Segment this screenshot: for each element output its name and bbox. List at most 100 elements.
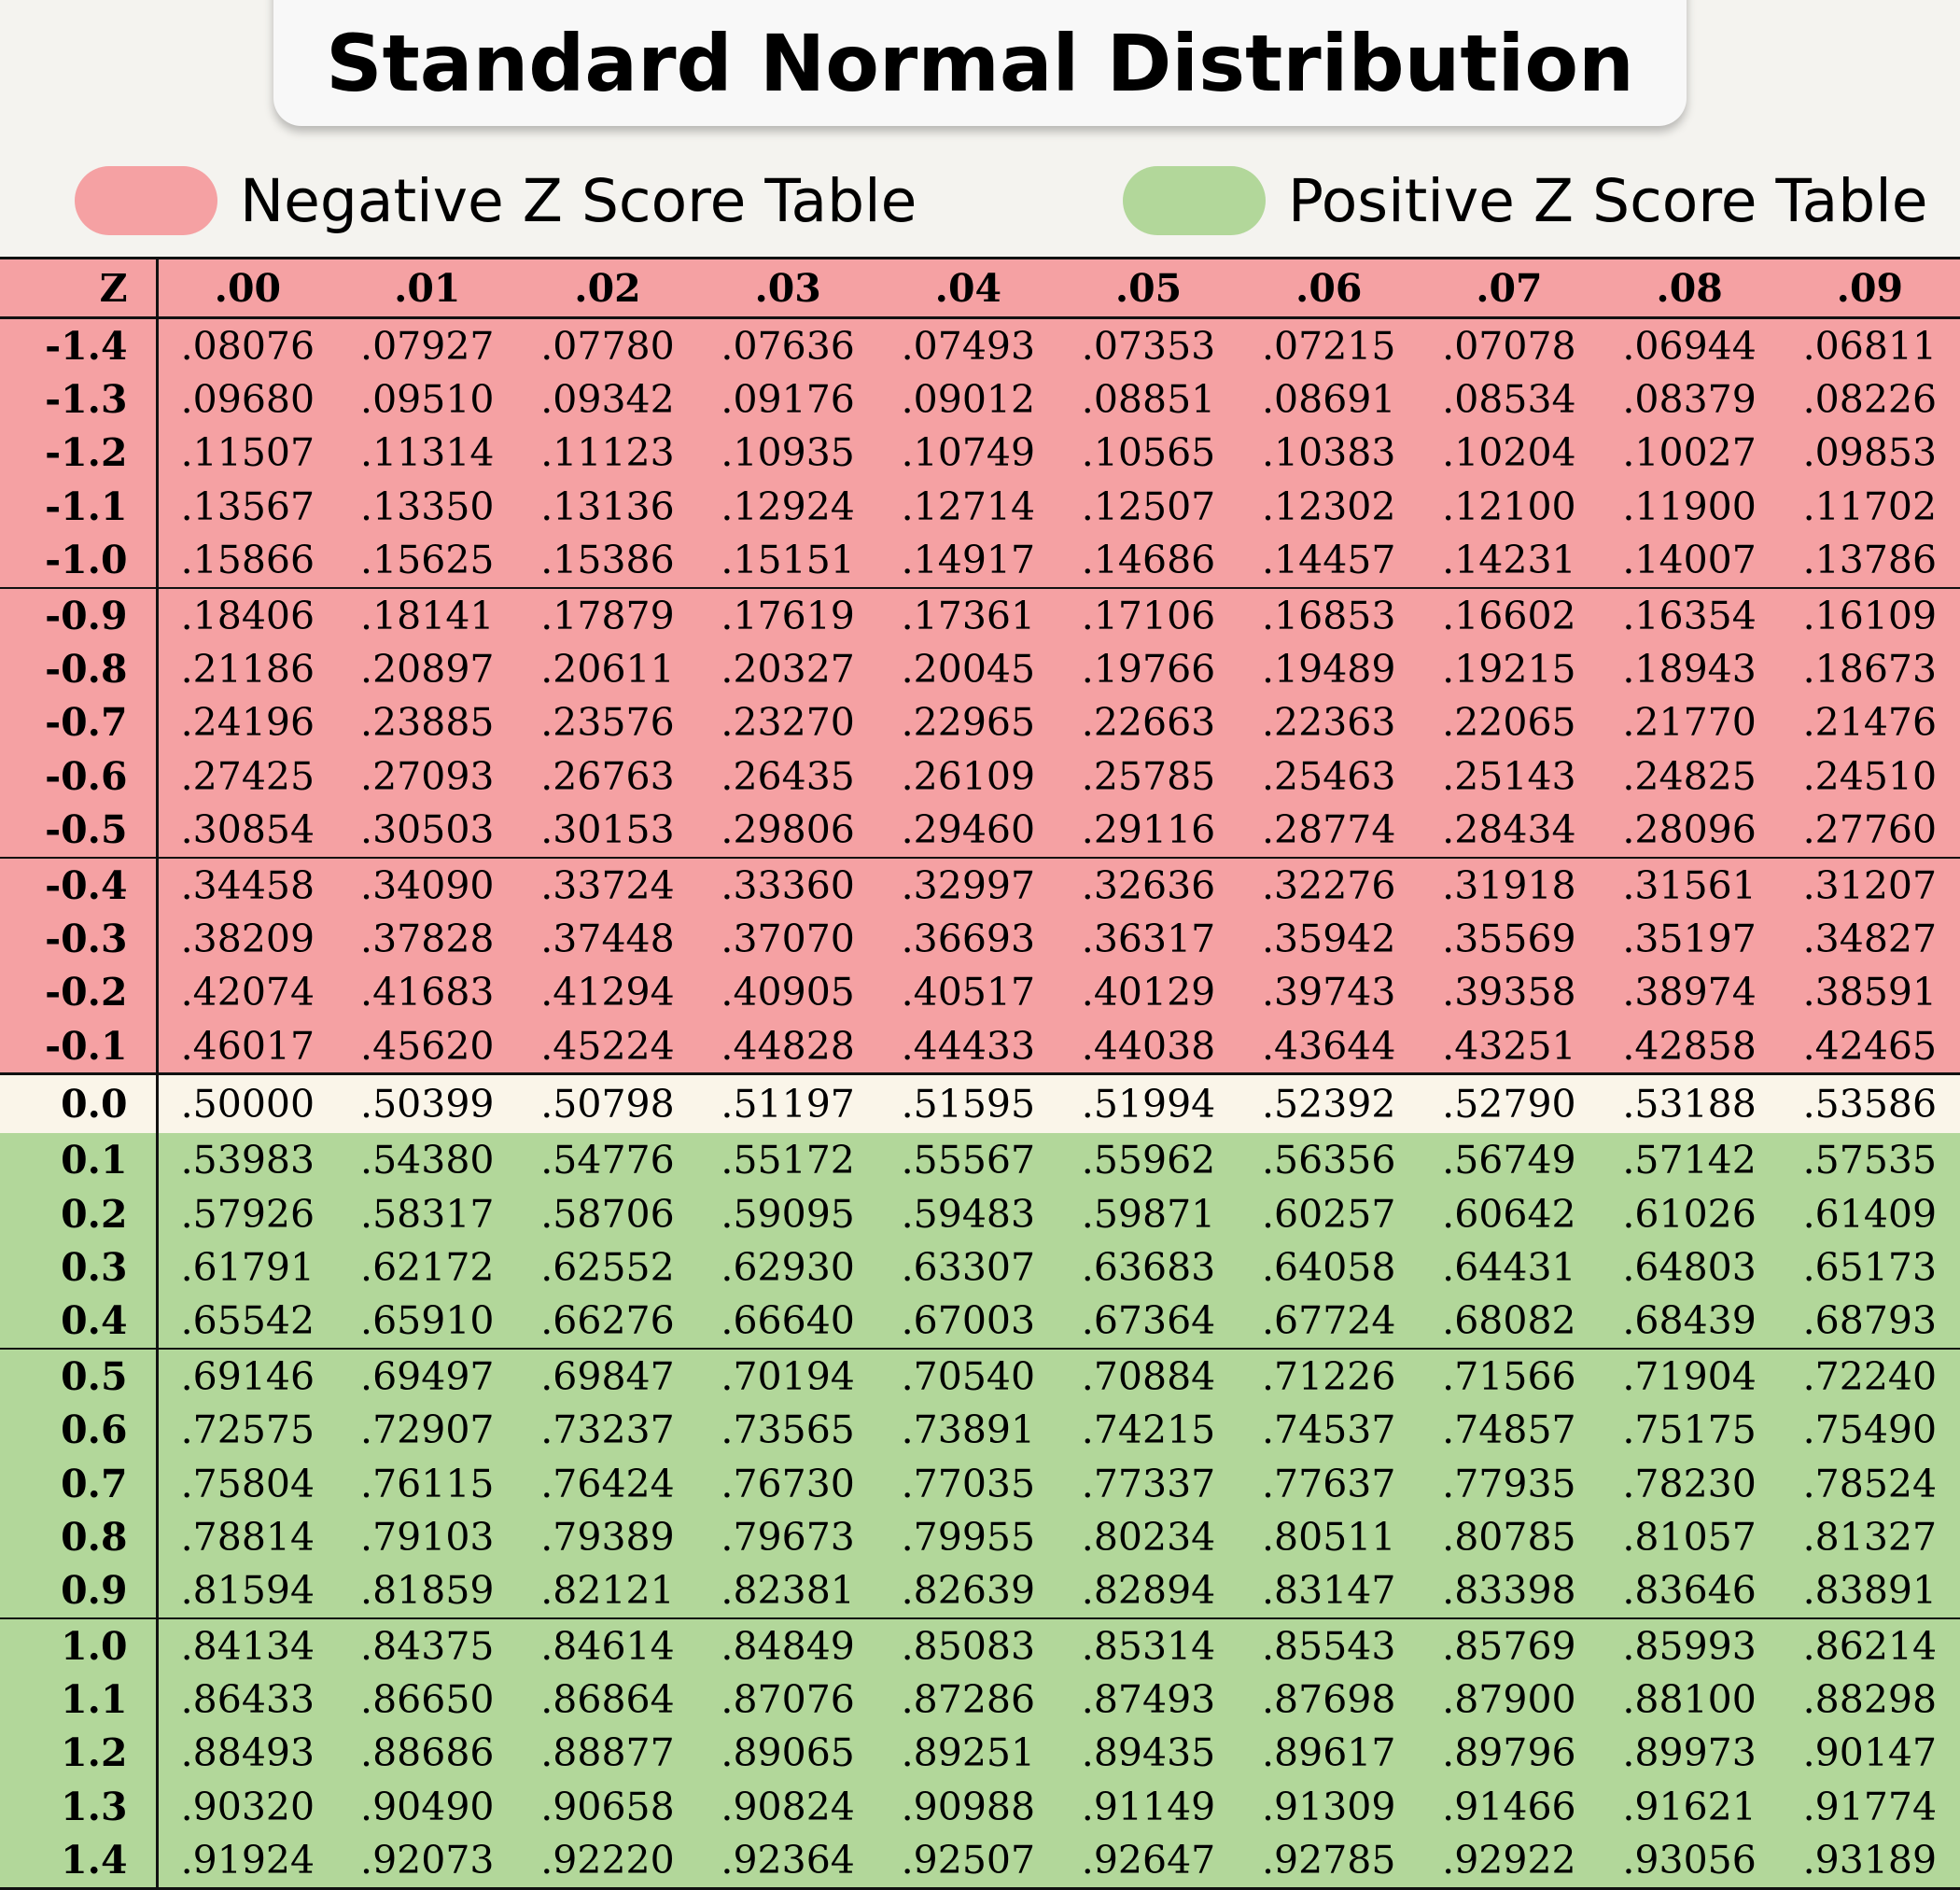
- probability-cell: .08379: [1599, 372, 1780, 427]
- probability-cell: .83147: [1239, 1563, 1420, 1618]
- probability-cell: .53188: [1599, 1072, 1780, 1134]
- legend-positive-swatch: [1123, 166, 1266, 235]
- probability-cell: .36693: [877, 912, 1058, 966]
- table-row: 0.3.61791.62172.62552.62930.63307.63683.…: [0, 1240, 1960, 1295]
- probability-cell: .57926: [157, 1186, 338, 1241]
- probability-cell: .52790: [1419, 1072, 1600, 1134]
- probability-cell: .10383: [1239, 426, 1420, 481]
- table-row: -0.1.46017.45620.45224.44828.44433.44038…: [0, 1019, 1960, 1074]
- probability-cell: .12302: [1239, 480, 1420, 534]
- probability-cell: .45224: [517, 1019, 698, 1074]
- probability-cell: .17619: [697, 586, 878, 643]
- probability-cell: .54380: [337, 1133, 518, 1187]
- legend-positive-label: Positive Z Score Table: [1288, 166, 1928, 235]
- z-value-cell: 0.3: [0, 1240, 159, 1295]
- probability-cell: .70540: [877, 1348, 1058, 1404]
- probability-cell: .15866: [157, 533, 338, 588]
- probability-cell: .59483: [877, 1186, 1058, 1241]
- probability-cell: .16602: [1419, 586, 1600, 643]
- probability-cell: .29806: [697, 803, 878, 858]
- probability-cell: .92220: [517, 1833, 698, 1890]
- probability-cell: .07353: [1057, 317, 1239, 373]
- probability-cell: .87493: [1057, 1673, 1239, 1727]
- probability-cell: .60642: [1419, 1186, 1600, 1241]
- probability-cell: .24510: [1779, 749, 1960, 804]
- probability-cell: .92073: [337, 1833, 518, 1890]
- table-row: 1.2.88493.88686.88877.89065.89251.89435.…: [0, 1726, 1960, 1781]
- probability-cell: .53983: [157, 1133, 338, 1187]
- probability-cell: .08534: [1419, 372, 1600, 427]
- probability-cell: .18673: [1779, 642, 1960, 696]
- probability-cell: .69847: [517, 1348, 698, 1404]
- probability-cell: .16109: [1779, 586, 1960, 643]
- probability-cell: .87286: [877, 1673, 1058, 1727]
- probability-cell: .64058: [1239, 1240, 1420, 1295]
- column-header: .04: [877, 258, 1058, 318]
- probability-cell: .19766: [1057, 642, 1239, 696]
- z-value-cell: -0.3: [0, 912, 159, 966]
- probability-cell: .11314: [337, 426, 518, 481]
- probability-cell: .55172: [697, 1133, 878, 1187]
- probability-cell: .11900: [1599, 480, 1780, 534]
- probability-cell: .35197: [1599, 912, 1780, 966]
- probability-cell: .44433: [877, 1019, 1058, 1074]
- probability-cell: .32636: [1057, 856, 1239, 913]
- probability-cell: .79955: [877, 1510, 1058, 1564]
- probability-cell: .19489: [1239, 642, 1420, 696]
- probability-cell: .20327: [697, 642, 878, 696]
- probability-cell: .57535: [1779, 1133, 1960, 1187]
- probability-cell: .71904: [1599, 1348, 1780, 1404]
- probability-cell: .74215: [1057, 1403, 1239, 1457]
- probability-cell: .40905: [697, 965, 878, 1020]
- z-value-cell: 0.1: [0, 1133, 159, 1187]
- probability-cell: .51994: [1057, 1072, 1239, 1134]
- probability-cell: .61409: [1779, 1186, 1960, 1241]
- table-row: 0.9.81594.81859.82121.82381.82639.82894.…: [0, 1563, 1960, 1618]
- probability-cell: .43251: [1419, 1019, 1600, 1074]
- probability-cell: .08851: [1057, 372, 1239, 427]
- column-header: .00: [157, 258, 338, 318]
- probability-cell: .90147: [1779, 1726, 1960, 1781]
- probability-cell: .77935: [1419, 1456, 1600, 1511]
- probability-cell: .11507: [157, 426, 338, 481]
- probability-cell: .22065: [1419, 695, 1600, 750]
- probability-cell: .79103: [337, 1510, 518, 1564]
- z-value-cell: 1.0: [0, 1617, 159, 1673]
- probability-cell: .78524: [1779, 1456, 1960, 1511]
- probability-cell: .91309: [1239, 1780, 1420, 1834]
- probability-cell: .92922: [1419, 1833, 1600, 1890]
- probability-cell: .41294: [517, 965, 698, 1020]
- probability-cell: .74537: [1239, 1403, 1420, 1457]
- probability-cell: .24825: [1599, 749, 1780, 804]
- probability-cell: .79389: [517, 1510, 698, 1564]
- z-value-cell: -0.9: [0, 586, 159, 643]
- probability-cell: .35942: [1239, 912, 1420, 966]
- probability-cell: .82894: [1057, 1563, 1239, 1618]
- probability-cell: .87698: [1239, 1673, 1420, 1727]
- probability-cell: .06811: [1779, 317, 1960, 373]
- probability-cell: .32997: [877, 856, 1058, 913]
- z-score-table-container: Z .00.01.02.03.04.05.06.07.08.09 -1.4.080…: [0, 257, 1960, 1890]
- probability-cell: .12924: [697, 480, 878, 534]
- probability-cell: .62930: [697, 1240, 878, 1295]
- table-row: 1.3.90320.90490.90658.90824.90988.91149.…: [0, 1780, 1960, 1834]
- probability-cell: .39358: [1419, 965, 1600, 1020]
- column-header-z: Z: [0, 258, 159, 318]
- probability-cell: .65173: [1779, 1240, 1960, 1295]
- probability-cell: .15386: [517, 533, 698, 588]
- probability-cell: .92647: [1057, 1833, 1239, 1890]
- z-value-cell: 1.1: [0, 1673, 159, 1727]
- z-score-table: Z .00.01.02.03.04.05.06.07.08.09 -1.4.080…: [0, 257, 1960, 1890]
- probability-cell: .50000: [157, 1072, 338, 1134]
- probability-cell: .52392: [1239, 1072, 1420, 1134]
- z-value-cell: -0.1: [0, 1019, 159, 1074]
- z-value-cell: -0.7: [0, 695, 159, 750]
- probability-cell: .35569: [1419, 912, 1600, 966]
- column-header: .06: [1239, 258, 1420, 318]
- probability-cell: .65542: [157, 1294, 338, 1350]
- column-header: .08: [1599, 258, 1780, 318]
- probability-cell: .78814: [157, 1510, 338, 1564]
- probability-cell: .26763: [517, 749, 698, 804]
- z-value-cell: 1.3: [0, 1780, 159, 1834]
- probability-cell: .86650: [337, 1673, 518, 1727]
